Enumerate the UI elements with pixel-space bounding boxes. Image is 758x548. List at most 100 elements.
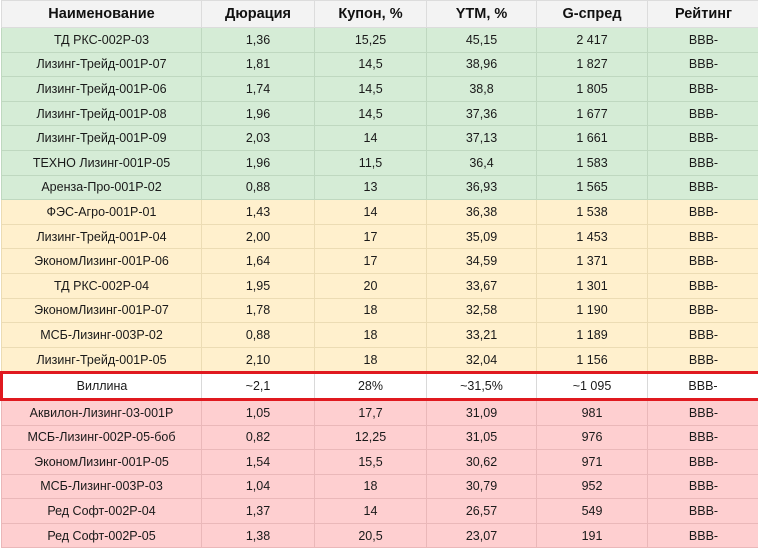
header-rating: Рейтинг [648, 1, 758, 28]
coupon-cell: 15,5 [315, 450, 427, 475]
gspread-cell: 549 [537, 499, 648, 524]
coupon-cell: 18 [315, 323, 427, 348]
rating-cell: BBB- [648, 77, 758, 102]
gspread-cell: 971 [537, 450, 648, 475]
ytm-cell: 38,96 [427, 52, 537, 77]
ytm-cell: ~31,5% [427, 373, 537, 400]
gspread-cell: ~1 095 [537, 373, 648, 400]
bond-name-cell: МСБ-Лизинг-002Р-05-боб [2, 425, 202, 450]
ytm-cell: 37,13 [427, 126, 537, 151]
coupon-cell: 14 [315, 499, 427, 524]
rating-cell: BBB- [648, 347, 758, 373]
bond-name-cell: Аренза-Про-001Р-02 [2, 175, 202, 200]
duration-cell: 1,38 [202, 523, 315, 548]
bond-name-cell: ЭкономЛизинг-001Р-06 [2, 249, 202, 274]
coupon-cell: 14 [315, 126, 427, 151]
bond-name-cell: Ред Софт-002Р-05 [2, 523, 202, 548]
header-row: Наименование Дюрация Купон, % YTM, % G-с… [2, 1, 758, 28]
rating-cell: BBB- [648, 101, 758, 126]
ytm-cell: 33,67 [427, 273, 537, 298]
rating-cell: BBB- [648, 200, 758, 225]
gspread-cell: 952 [537, 474, 648, 499]
header-gspread: G-спред [537, 1, 648, 28]
rating-cell: BBB- [648, 126, 758, 151]
bond-name-cell: ТД РКС-002Р-04 [2, 273, 202, 298]
gspread-cell: 1 190 [537, 298, 648, 323]
header-coupon: Купон, % [315, 1, 427, 28]
duration-cell: 1,64 [202, 249, 315, 274]
rating-cell: BBB- [648, 150, 758, 175]
rating-cell: BBB- [648, 523, 758, 548]
duration-cell: 1,04 [202, 474, 315, 499]
rating-cell: BBB- [648, 28, 758, 53]
ytm-cell: 35,09 [427, 224, 537, 249]
coupon-cell: 28% [315, 373, 427, 400]
duration-cell: 1,54 [202, 450, 315, 475]
coupon-cell: 11,5 [315, 150, 427, 175]
coupon-cell: 18 [315, 474, 427, 499]
gspread-cell: 976 [537, 425, 648, 450]
coupon-cell: 14,5 [315, 77, 427, 102]
gspread-cell: 1 805 [537, 77, 648, 102]
ytm-cell: 30,79 [427, 474, 537, 499]
ytm-cell: 26,57 [427, 499, 537, 524]
rating-cell: BBB- [648, 474, 758, 499]
bond-name-cell: Ред Софт-002Р-04 [2, 499, 202, 524]
ytm-cell: 36,4 [427, 150, 537, 175]
duration-cell: 1,05 [202, 399, 315, 425]
ytm-cell: 36,93 [427, 175, 537, 200]
rating-cell: BBB- [648, 175, 758, 200]
coupon-cell: 18 [315, 298, 427, 323]
rating-cell: BBB- [648, 52, 758, 77]
bond-name-cell: Лизинг-Трейд-001Р-09 [2, 126, 202, 151]
ytm-cell: 32,04 [427, 347, 537, 373]
duration-cell: 0,88 [202, 323, 315, 348]
duration-cell: 2,03 [202, 126, 315, 151]
bond-name-cell: Лизинг-Трейд-001Р-07 [2, 52, 202, 77]
rating-cell: BBB- [648, 425, 758, 450]
gspread-cell: 1 301 [537, 273, 648, 298]
ytm-cell: 32,58 [427, 298, 537, 323]
bond-name-cell: Лизинг-Трейд-001Р-04 [2, 224, 202, 249]
coupon-cell: 14,5 [315, 101, 427, 126]
gspread-cell: 1 189 [537, 323, 648, 348]
ytm-cell: 34,59 [427, 249, 537, 274]
bond-name-cell: Лизинг-Трейд-001Р-05 [2, 347, 202, 373]
ytm-cell: 30,62 [427, 450, 537, 475]
bond-name-cell: МСБ-Лизинг-003Р-03 [2, 474, 202, 499]
rating-cell: BBB- [648, 399, 758, 425]
gspread-cell: 1 156 [537, 347, 648, 373]
duration-cell: 1,36 [202, 28, 315, 53]
gspread-cell: 1 565 [537, 175, 648, 200]
coupon-cell: 17,7 [315, 399, 427, 425]
duration-cell: 2,10 [202, 347, 315, 373]
gspread-cell: 1 661 [537, 126, 648, 151]
gspread-cell: 2 417 [537, 28, 648, 53]
bond-name-cell: Лизинг-Трейд-001Р-06 [2, 77, 202, 102]
coupon-cell: 20 [315, 273, 427, 298]
bond-name-cell: Лизинг-Трейд-001Р-08 [2, 101, 202, 126]
rating-cell: BBB- [648, 273, 758, 298]
rating-cell: BBB- [648, 323, 758, 348]
duration-cell: 1,96 [202, 101, 315, 126]
header-ytm: YTM, % [427, 1, 537, 28]
ytm-cell: 45,15 [427, 28, 537, 53]
duration-cell: 1,43 [202, 200, 315, 225]
gspread-cell: 1 371 [537, 249, 648, 274]
bond-name-cell: ТЕХНО Лизинг-001Р-05 [2, 150, 202, 175]
bond-name-cell: ТД РКС-002Р-03 [2, 28, 202, 53]
duration-cell: 1,37 [202, 499, 315, 524]
ytm-cell: 36,38 [427, 200, 537, 225]
bond-name-cell: ФЭС-Агро-001Р-01 [2, 200, 202, 225]
